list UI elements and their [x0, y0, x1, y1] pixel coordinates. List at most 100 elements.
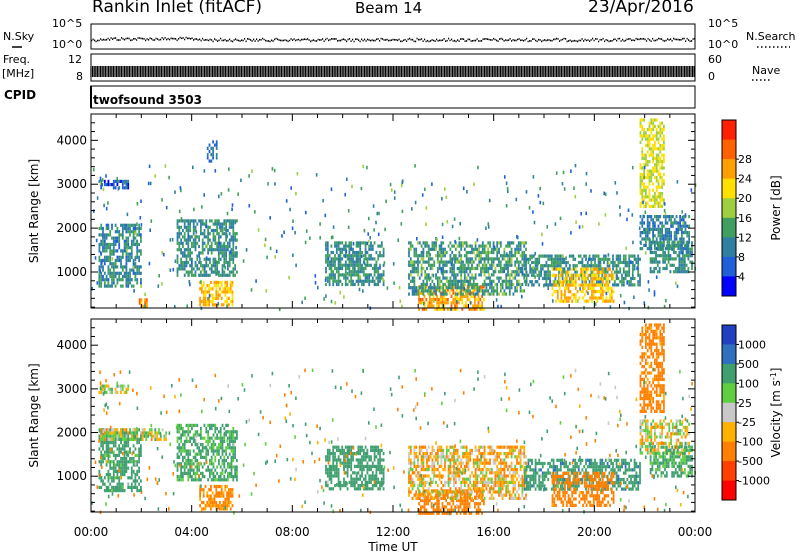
power-cell [218, 251, 220, 255]
power-cell [609, 274, 611, 278]
power-cell [226, 304, 228, 308]
power-cell [649, 260, 652, 264]
power-cell [267, 182, 269, 186]
power-cell [574, 194, 577, 199]
velocity-cell [219, 443, 222, 447]
power-cell [628, 306, 630, 311]
power-cell [567, 296, 570, 300]
velocity-cell [232, 465, 235, 469]
power-colorbar-tick-label: 4 [738, 270, 745, 283]
velocity-cell [109, 441, 112, 445]
velocity-cell [178, 449, 181, 453]
power-cell [516, 244, 518, 248]
power-cell [666, 237, 669, 241]
velocity-cell [105, 473, 108, 477]
power-cell [646, 176, 649, 180]
power-cell [665, 257, 668, 261]
power-cell [227, 244, 229, 249]
power-cell [411, 276, 414, 280]
power-cell [465, 294, 467, 298]
power-cell [427, 301, 429, 305]
velocity-cell [344, 464, 347, 468]
velocity-cell [204, 484, 207, 489]
power-cell [203, 232, 206, 236]
velocity-cell [217, 491, 219, 495]
power-cell [583, 267, 586, 271]
power-cell [525, 263, 527, 267]
power-cell [592, 277, 595, 281]
power-cell [200, 270, 202, 274]
power-cell [201, 287, 203, 291]
power-cell [328, 260, 331, 264]
power-cell [574, 296, 577, 300]
velocity-cell [129, 460, 131, 464]
power-colorbar-segment [722, 276, 736, 297]
power-cell [215, 146, 218, 150]
power-cell [652, 134, 654, 138]
power-cell [641, 150, 644, 154]
power-cell [132, 223, 135, 227]
velocity-cell [362, 487, 365, 491]
power-cell [683, 254, 686, 258]
power-cell [105, 258, 108, 263]
power-cell [103, 183, 106, 187]
power-cell [609, 293, 611, 297]
power-cell [555, 274, 557, 278]
power-cell [556, 296, 559, 300]
power-cell [409, 270, 412, 274]
power-cell [590, 189, 592, 193]
power-cell [592, 274, 595, 278]
velocity-cell [120, 473, 122, 477]
velocity-cell [178, 427, 181, 431]
velocity-cell [339, 480, 342, 484]
power-cell [187, 254, 190, 258]
power-cell [490, 260, 493, 264]
velocity-cell [216, 465, 218, 469]
power-cell [652, 234, 654, 238]
velocity-cell [328, 471, 331, 475]
velocity-cell [138, 450, 140, 454]
velocity-cell [373, 464, 376, 468]
power-cell [257, 228, 260, 232]
velocity-cell [176, 430, 179, 434]
power-cell [418, 294, 420, 298]
power-cell [659, 231, 662, 235]
power-cell [438, 247, 441, 251]
velocity-cell [361, 458, 363, 462]
power-cell [641, 118, 644, 122]
power-cell [422, 266, 425, 271]
power-cell [205, 260, 208, 265]
power-cell [439, 294, 442, 298]
power-cell [534, 275, 536, 279]
velocity-cell [366, 471, 369, 475]
power-cell [417, 254, 419, 258]
power-cell [278, 307, 281, 312]
power-colorbar-segment [722, 139, 736, 160]
velocity-cell [120, 460, 122, 464]
velocity-cell [194, 475, 197, 479]
velocity-cell [140, 450, 142, 454]
power-cell [201, 205, 203, 209]
power-cell [453, 263, 455, 267]
velocity-cell [357, 471, 360, 475]
power-cell [460, 270, 463, 274]
power-cell [161, 198, 163, 202]
power-cell [206, 146, 209, 150]
power-cell [191, 235, 193, 239]
power-cell [94, 256, 97, 260]
power-cell [465, 292, 468, 296]
power-cell [460, 254, 463, 258]
power-cell [140, 249, 142, 253]
velocity-cell [461, 508, 464, 512]
power-cell [469, 292, 472, 296]
power-cell [377, 232, 380, 237]
velocity-cell [116, 447, 119, 451]
power-cell [214, 241, 217, 245]
power-cell [221, 232, 224, 236]
power-cell [229, 280, 232, 284]
power-cell [382, 277, 384, 282]
power-cell [498, 247, 500, 251]
power-cell [438, 289, 441, 293]
power-cell [199, 303, 201, 307]
power-cell [659, 150, 662, 154]
